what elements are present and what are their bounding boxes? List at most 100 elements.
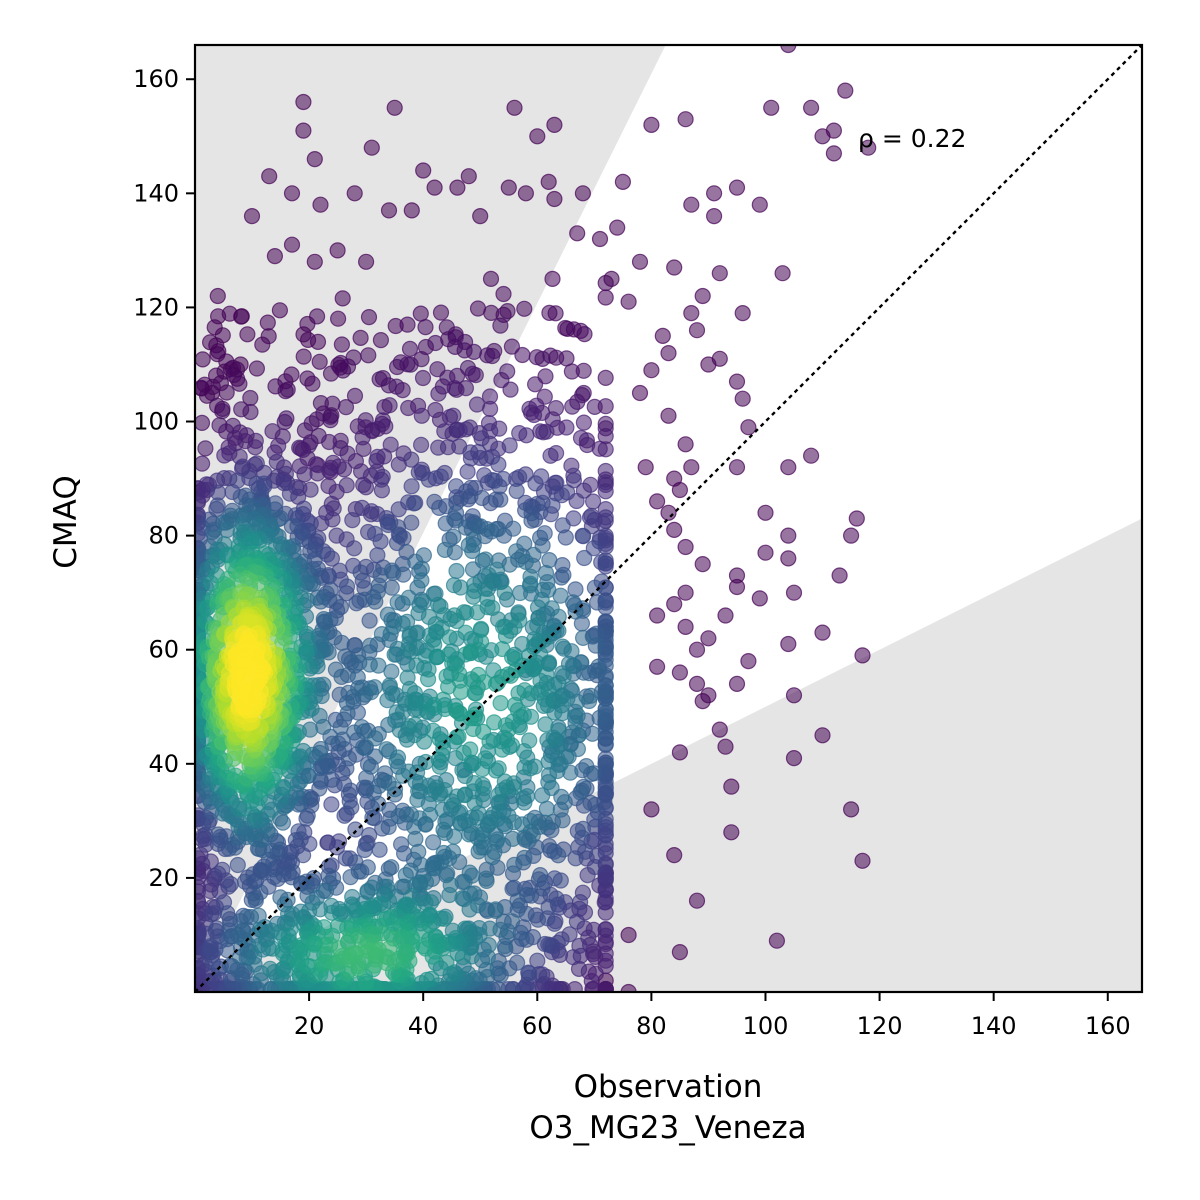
data-point xyxy=(342,868,359,886)
data-point xyxy=(352,329,369,346)
data-point xyxy=(426,179,443,196)
data-point xyxy=(572,429,590,447)
data-point xyxy=(380,818,397,836)
data-point xyxy=(436,541,453,559)
data-point xyxy=(441,408,458,426)
data-point xyxy=(597,750,614,767)
data-point xyxy=(516,759,533,776)
data-point xyxy=(683,305,700,322)
data-point xyxy=(460,168,477,185)
data-point xyxy=(757,504,774,521)
data-point xyxy=(390,519,407,536)
data-point xyxy=(466,774,483,792)
correlation-annotation: ρ = 0.22 xyxy=(858,124,966,153)
data-point xyxy=(373,482,390,499)
data-point xyxy=(484,347,501,365)
data-point xyxy=(487,902,504,920)
data-point xyxy=(511,469,528,486)
data-point xyxy=(508,482,525,500)
data-point xyxy=(677,618,694,636)
x-tick-label: 60 xyxy=(522,1012,553,1040)
data-point xyxy=(688,322,706,339)
y-tick-label: 40 xyxy=(148,750,179,778)
x-tick-label: 80 xyxy=(636,1012,667,1040)
data-point xyxy=(529,952,546,969)
data-point xyxy=(420,670,437,688)
data-point xyxy=(597,483,614,500)
data-point xyxy=(660,504,677,521)
data-point xyxy=(495,285,512,303)
x-tick-label: 40 xyxy=(408,1012,439,1040)
data-point xyxy=(620,983,637,992)
data-point xyxy=(528,349,545,366)
data-point xyxy=(363,139,380,156)
data-point xyxy=(336,461,353,478)
data-point xyxy=(441,629,458,646)
data-point xyxy=(825,122,843,139)
data-point xyxy=(785,687,803,704)
data-point xyxy=(591,709,608,727)
data-point xyxy=(214,861,231,878)
data-point xyxy=(374,468,391,485)
data-point xyxy=(346,387,364,404)
data-point xyxy=(197,440,214,457)
data-point xyxy=(467,685,485,702)
data-point xyxy=(509,892,526,909)
data-point xyxy=(506,99,523,116)
data-point xyxy=(444,843,462,860)
data-point xyxy=(591,440,608,457)
y-tick-label: 60 xyxy=(148,636,179,664)
data-point xyxy=(474,489,491,507)
data-point xyxy=(671,481,689,499)
data-point xyxy=(683,459,700,476)
data-point xyxy=(304,375,321,392)
data-point xyxy=(195,455,211,472)
data-point xyxy=(382,436,399,453)
y-tick-label: 100 xyxy=(133,408,179,436)
data-point xyxy=(403,202,420,219)
data-point xyxy=(520,964,537,981)
data-point xyxy=(399,356,416,373)
data-point xyxy=(688,641,706,658)
data-point xyxy=(527,475,544,492)
data-point xyxy=(483,523,500,540)
data-point xyxy=(239,326,256,343)
data-point xyxy=(250,666,267,683)
data-point xyxy=(842,527,860,544)
data-point xyxy=(814,624,831,641)
data-point xyxy=(271,302,288,319)
data-point xyxy=(195,414,211,431)
data-point xyxy=(609,219,626,236)
data-point xyxy=(671,943,689,961)
data-point xyxy=(345,349,362,366)
data-point xyxy=(295,348,312,365)
data-point xyxy=(415,162,432,179)
data-point xyxy=(259,314,276,331)
data-point xyxy=(316,613,333,630)
data-point xyxy=(587,637,604,654)
data-point xyxy=(243,208,261,225)
data-point xyxy=(728,459,746,476)
data-point xyxy=(831,567,848,584)
data-point xyxy=(448,381,465,398)
data-point xyxy=(590,658,607,675)
data-point xyxy=(677,584,694,601)
data-point xyxy=(233,308,250,325)
data-point xyxy=(553,569,570,586)
data-point xyxy=(723,824,740,841)
data-point xyxy=(511,425,528,442)
data-point xyxy=(457,519,474,536)
data-point xyxy=(620,293,637,310)
data-point xyxy=(473,430,490,447)
data-point xyxy=(430,385,447,402)
data-point xyxy=(227,646,244,664)
data-point xyxy=(342,782,359,799)
data-point xyxy=(195,351,211,368)
x-axis-sublabel: O3_MG23_Veneza xyxy=(529,1110,806,1146)
data-point xyxy=(346,185,363,202)
data-point xyxy=(366,525,384,542)
data-point xyxy=(643,801,660,818)
data-point xyxy=(489,831,506,848)
data-point xyxy=(467,706,484,723)
